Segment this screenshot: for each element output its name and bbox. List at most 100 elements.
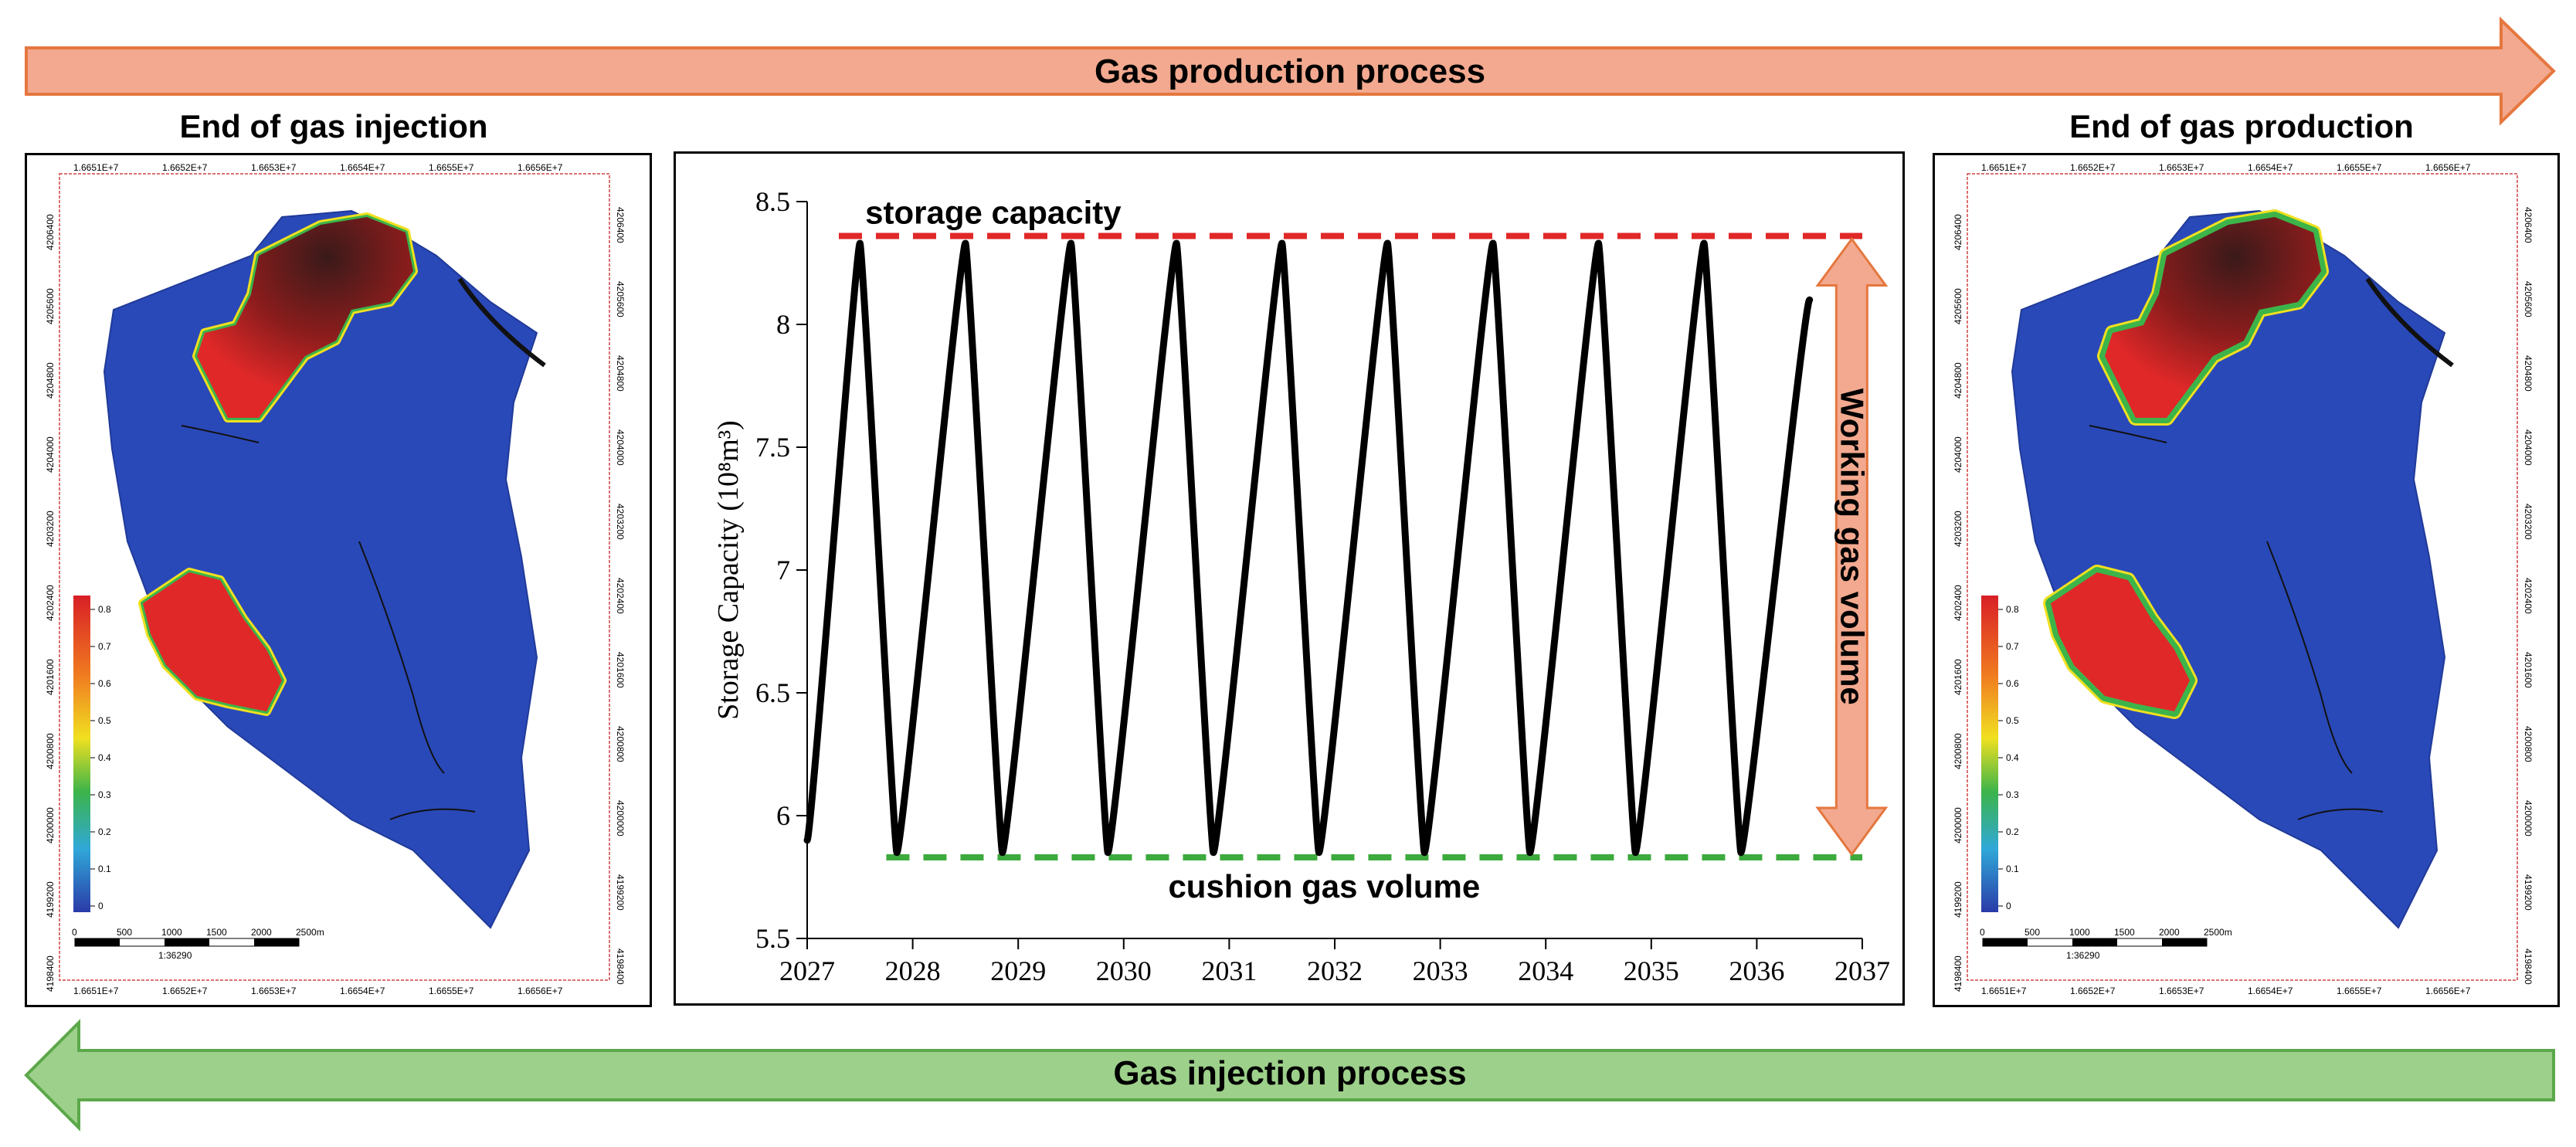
y-tick-label-right: 4206400 — [615, 207, 626, 243]
x-tick-label: 2030 — [1096, 955, 1152, 986]
y-tick-label-left: 4204000 — [45, 436, 56, 473]
y-tick-label-left: 4204800 — [45, 362, 56, 399]
y-tick-label: 6.5 — [755, 677, 790, 708]
legend-value: 0.7 — [2006, 641, 2019, 652]
scale-label: 0 — [1980, 927, 1985, 938]
x-tick-label-bottom: 1.6651E+7 — [73, 986, 119, 996]
scale-bar-segment — [2072, 938, 2117, 946]
x-tick-label-top: 1.6651E+7 — [73, 162, 119, 173]
x-tick-label: 2028 — [885, 955, 941, 986]
right-arrow-icon — [25, 16, 2556, 126]
x-tick-label-bottom: 1.6654E+7 — [340, 986, 385, 996]
fault-line — [457, 277, 546, 368]
y-tick-label-right: 4204000 — [615, 429, 626, 466]
legend-value: 0.4 — [98, 752, 111, 763]
x-tick-label-top: 1.6654E+7 — [2248, 162, 2293, 173]
y-tick-label-left: 4200000 — [1953, 807, 1963, 843]
y-tick-label-right: 4199200 — [2523, 874, 2534, 911]
x-tick-label: 2036 — [1729, 955, 1784, 986]
x-tick-label-bottom: 1.6653E+7 — [251, 986, 297, 996]
y-tick-label-left: 4203200 — [1953, 511, 1963, 547]
double-arrow-icon — [1815, 236, 1889, 857]
x-tick-label-bottom: 1.6656E+7 — [518, 986, 563, 996]
scale-bar-segment — [2162, 938, 2207, 946]
scale-label: 1500 — [2114, 927, 2135, 938]
x-tick-label-top: 1.6651E+7 — [1981, 162, 2027, 173]
right-map-title: End of gas production — [2069, 108, 2414, 144]
y-tick-label-right: 4200000 — [2523, 800, 2534, 836]
x-tick-label: 2034 — [1518, 955, 1573, 986]
scale-label: 500 — [117, 927, 132, 938]
x-tick-label-top: 1.6656E+7 — [2425, 162, 2471, 173]
color-legend-bar — [1981, 596, 1998, 912]
x-tick-label-bottom: 1.6655E+7 — [429, 986, 474, 996]
y-tick-label-left: 4200800 — [45, 733, 56, 769]
y-tick-label: 5.5 — [755, 923, 790, 954]
scale-label: 2500m — [296, 927, 324, 938]
scale-bar-segment — [75, 938, 120, 946]
x-tick-label-bottom: 1.6653E+7 — [2159, 986, 2204, 996]
x-tick-label-top: 1.6653E+7 — [2159, 162, 2204, 173]
working-gas-label: Working gas volume — [1834, 389, 1870, 705]
legend-value: 0 — [98, 901, 104, 911]
legend-value: 0.1 — [2006, 864, 2019, 874]
color-legend-bar — [73, 596, 90, 912]
x-tick-label-bottom: 1.6652E+7 — [162, 986, 208, 996]
x-tick-label-top: 1.6653E+7 — [251, 162, 297, 173]
x-tick-label: 2035 — [1624, 955, 1679, 986]
y-tick-label: 8 — [776, 309, 790, 340]
x-tick-label: 2029 — [990, 955, 1046, 986]
legend-value: 0.3 — [98, 789, 111, 800]
scale-label: 2500m — [2204, 927, 2232, 938]
x-tick-label: 2031 — [1201, 955, 1257, 986]
right-map-panel: 1.6651E+7 1.6651E+7 1.6652E+7 1.6652E+7 1.66… — [1933, 153, 2560, 1007]
cushion-gas-label: cushion gas volume — [1168, 868, 1480, 904]
x-tick-label-bottom: 1.6655E+7 — [2337, 986, 2382, 996]
scale-label: 500 — [2024, 927, 2040, 938]
y-tick-label-right: 4204800 — [2523, 355, 2534, 392]
x-tick-label-top: 1.6652E+7 — [162, 162, 208, 173]
gas-plume-lower — [143, 572, 282, 711]
y-tick-label: 7.5 — [755, 432, 790, 463]
y-tick-label: 7 — [776, 555, 790, 585]
x-tick-label-top: 1.6656E+7 — [518, 162, 563, 173]
chart-panel: 5.5 6 6.5 7 7.5 8 8.5 2027 2028 2029 2030 2031 2032 2… — [674, 151, 1905, 1006]
legend-value: 0.6 — [98, 678, 111, 689]
x-tick-label: 2032 — [1307, 955, 1363, 986]
left-map-panel: 1.6651E+7 1.6651E+7 1.6652E+7 1.6652E+7 1.66… — [25, 153, 652, 1007]
scale-bar-segment — [254, 938, 299, 946]
series-line — [803, 239, 1814, 857]
fault-line — [389, 808, 476, 820]
y-tick-label-right: 4203200 — [615, 504, 626, 540]
legend-value: 0.8 — [98, 604, 111, 615]
y-tick-label-right: 4201600 — [615, 652, 626, 688]
y-tick-label-right: 4206400 — [2523, 207, 2534, 243]
fault-line — [2089, 425, 2167, 443]
y-tick-label-left: 4202400 — [1953, 585, 1963, 621]
y-tick-label-right: 4202400 — [615, 578, 626, 614]
scale-label: 1500 — [206, 927, 227, 938]
y-tick-label-right: 4198400 — [615, 948, 626, 985]
x-tick-label-top: 1.6654E+7 — [340, 162, 385, 173]
x-tick-label-bottom: 1.6652E+7 — [2070, 986, 2116, 996]
fault-line — [358, 541, 445, 774]
scale-label: 1000 — [2069, 927, 2090, 938]
fault-line — [181, 425, 260, 443]
y-tick-label-left: 4200800 — [1953, 733, 1963, 769]
legend-value: 0.5 — [2006, 715, 2019, 726]
y-tick-label-left: 4204800 — [1953, 362, 1963, 399]
x-tick-label-bottom: 1.6654E+7 — [2248, 986, 2293, 996]
gas-production-banner: Gas production process — [23, 15, 2557, 131]
y-tick-label-left: 4199200 — [45, 881, 56, 918]
scale-label: 2000 — [2159, 927, 2180, 938]
y-tick-label-left: 4203200 — [45, 511, 56, 547]
fault-line — [2297, 808, 2384, 820]
scale-ratio: 1:36290 — [158, 950, 192, 961]
gas-plume-upper — [2105, 217, 2321, 418]
right-saturation-map: 1.6651E+7 1.6651E+7 1.6652E+7 1.6652E+7 1.66… — [1953, 162, 2534, 996]
scale-bar-segment — [165, 938, 209, 946]
y-tick-label: 6 — [776, 800, 790, 831]
gas-plume-upper — [197, 217, 413, 418]
y-tick-label-left: 4206400 — [1953, 214, 1963, 250]
x-tick-label-bottom: 1.6656E+7 — [2425, 986, 2471, 996]
